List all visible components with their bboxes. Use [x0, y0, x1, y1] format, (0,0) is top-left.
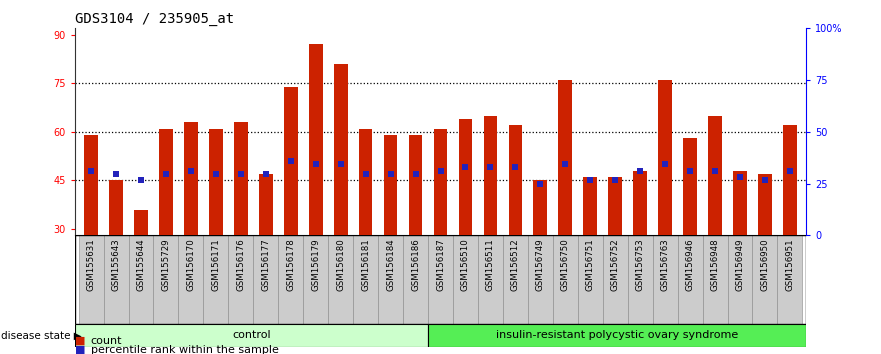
FancyBboxPatch shape — [254, 235, 278, 324]
Text: GSM156176: GSM156176 — [236, 238, 245, 291]
Bar — [184, 122, 198, 235]
FancyBboxPatch shape — [179, 235, 204, 324]
Text: ■: ■ — [75, 345, 85, 354]
FancyBboxPatch shape — [303, 235, 329, 324]
FancyBboxPatch shape — [329, 235, 353, 324]
Text: GSM156177: GSM156177 — [262, 238, 270, 291]
Text: GSM156186: GSM156186 — [411, 238, 420, 291]
Text: GSM156179: GSM156179 — [311, 238, 320, 291]
FancyBboxPatch shape — [578, 235, 603, 324]
FancyBboxPatch shape — [702, 235, 728, 324]
Text: GSM156181: GSM156181 — [361, 238, 370, 291]
Bar — [783, 125, 796, 235]
Text: ■: ■ — [75, 336, 85, 346]
FancyBboxPatch shape — [75, 324, 428, 347]
Text: GSM156752: GSM156752 — [611, 238, 619, 291]
Text: GSM156510: GSM156510 — [461, 238, 470, 291]
Bar — [708, 116, 722, 235]
Bar — [683, 138, 697, 235]
Bar — [758, 174, 772, 235]
Bar — [459, 119, 472, 235]
Text: GSM156749: GSM156749 — [536, 238, 544, 291]
Bar — [309, 45, 322, 235]
Text: GSM156753: GSM156753 — [636, 238, 645, 291]
FancyBboxPatch shape — [453, 235, 478, 324]
FancyBboxPatch shape — [104, 235, 129, 324]
Text: control: control — [232, 330, 270, 341]
Bar — [109, 181, 123, 235]
FancyBboxPatch shape — [627, 235, 653, 324]
Bar — [534, 181, 547, 235]
Text: percentile rank within the sample: percentile rank within the sample — [91, 345, 278, 354]
FancyBboxPatch shape — [153, 235, 179, 324]
Bar — [433, 129, 448, 235]
Text: GSM156950: GSM156950 — [760, 238, 769, 291]
Bar — [484, 116, 497, 235]
FancyBboxPatch shape — [378, 235, 403, 324]
Text: GSM156948: GSM156948 — [710, 238, 720, 291]
Bar — [159, 129, 173, 235]
FancyBboxPatch shape — [428, 324, 806, 347]
Text: GSM156512: GSM156512 — [511, 238, 520, 291]
Text: GSM155644: GSM155644 — [137, 238, 145, 291]
FancyBboxPatch shape — [528, 235, 552, 324]
FancyBboxPatch shape — [428, 235, 453, 324]
FancyBboxPatch shape — [653, 235, 677, 324]
Bar — [609, 177, 622, 235]
Bar — [633, 171, 647, 235]
FancyBboxPatch shape — [603, 235, 627, 324]
FancyBboxPatch shape — [478, 235, 503, 324]
Bar — [508, 125, 522, 235]
FancyBboxPatch shape — [129, 235, 153, 324]
Text: GSM156184: GSM156184 — [386, 238, 395, 291]
Text: GSM156187: GSM156187 — [436, 238, 445, 291]
Bar — [259, 174, 272, 235]
Text: GSM155631: GSM155631 — [86, 238, 96, 291]
Bar — [583, 177, 597, 235]
Text: GSM156763: GSM156763 — [661, 238, 670, 291]
Text: GSM156178: GSM156178 — [286, 238, 295, 291]
Bar — [409, 135, 422, 235]
Text: GSM156946: GSM156946 — [685, 238, 694, 291]
Bar — [384, 135, 397, 235]
Text: GSM156951: GSM156951 — [785, 238, 795, 291]
Bar — [209, 129, 223, 235]
Bar — [559, 80, 572, 235]
Text: GDS3104 / 235905_at: GDS3104 / 235905_at — [75, 12, 234, 26]
FancyBboxPatch shape — [204, 235, 228, 324]
FancyBboxPatch shape — [503, 235, 528, 324]
Bar — [284, 87, 298, 235]
Bar — [359, 129, 373, 235]
Text: GSM156171: GSM156171 — [211, 238, 220, 291]
Text: GSM156180: GSM156180 — [337, 238, 345, 291]
FancyBboxPatch shape — [752, 235, 777, 324]
Text: GSM156511: GSM156511 — [486, 238, 495, 291]
Text: insulin-resistant polycystic ovary syndrome: insulin-resistant polycystic ovary syndr… — [496, 330, 738, 341]
Text: count: count — [91, 336, 122, 346]
Text: disease state ▶: disease state ▶ — [1, 330, 82, 341]
FancyBboxPatch shape — [777, 235, 803, 324]
Bar — [85, 135, 98, 235]
Bar — [658, 80, 672, 235]
Bar — [134, 210, 148, 235]
FancyBboxPatch shape — [228, 235, 254, 324]
FancyBboxPatch shape — [677, 235, 702, 324]
Bar — [234, 122, 248, 235]
FancyBboxPatch shape — [78, 235, 104, 324]
Bar — [334, 64, 347, 235]
Text: GSM155729: GSM155729 — [161, 238, 171, 291]
Text: GSM156949: GSM156949 — [736, 238, 744, 291]
FancyBboxPatch shape — [278, 235, 303, 324]
FancyBboxPatch shape — [552, 235, 578, 324]
FancyBboxPatch shape — [403, 235, 428, 324]
Bar — [733, 171, 747, 235]
Text: GSM156751: GSM156751 — [586, 238, 595, 291]
Text: GSM156750: GSM156750 — [561, 238, 570, 291]
Text: GSM155643: GSM155643 — [112, 238, 121, 291]
FancyBboxPatch shape — [728, 235, 752, 324]
FancyBboxPatch shape — [353, 235, 378, 324]
Text: GSM156170: GSM156170 — [187, 238, 196, 291]
